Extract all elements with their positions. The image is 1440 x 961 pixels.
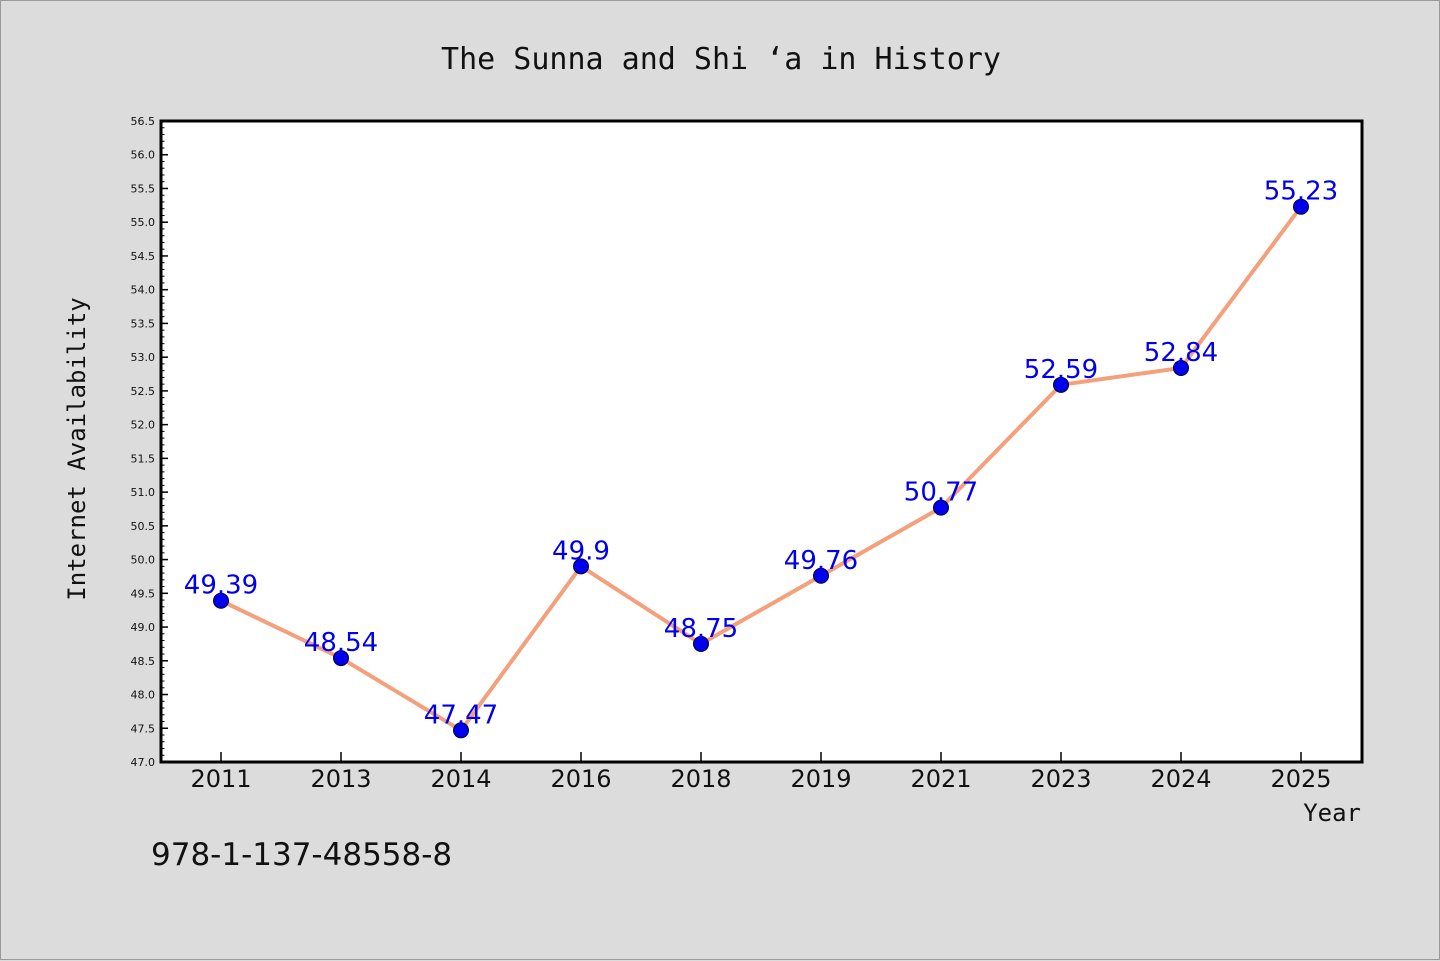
data-point (333, 650, 349, 667)
y-tick-label: 52.5 (131, 385, 156, 398)
data-point (1293, 198, 1309, 215)
data-point (573, 558, 589, 575)
series-group (213, 198, 1309, 739)
y-tick-label: 56.0 (131, 149, 156, 162)
y-tick-label: 52.0 (131, 419, 156, 432)
y-tick-label: 56.5 (131, 115, 156, 128)
y-tick-label: 51.0 (131, 486, 156, 499)
x-axis-label: Year (1303, 799, 1361, 827)
x-tick-label: 2023 (1030, 765, 1091, 793)
data-point (1053, 376, 1069, 393)
data-point (453, 722, 469, 739)
y-tick-label: 47.0 (131, 756, 156, 769)
data-label: 55.23 (1264, 177, 1338, 207)
y-tick-label: 50.5 (131, 520, 156, 533)
y-tick-label: 50.0 (131, 554, 156, 567)
data-point (1173, 359, 1189, 376)
x-tick-label: 2011 (190, 765, 251, 793)
data-label: 52.84 (1144, 338, 1218, 368)
y-tick-label: 48.5 (131, 655, 156, 668)
plot-area (159, 119, 1364, 764)
x-tick-label: 2021 (910, 765, 971, 793)
y-axis-ticks: 47.0 47.5 48.0 48.5 49.0 49.5 50.0 50.5 51.0 51.5… (131, 115, 168, 769)
data-point (693, 635, 709, 652)
x-tick-label: 2013 (310, 765, 371, 793)
data-labels-group: 49.39 48.54 47.47 49.9 48.75 49.76 50.77 52.59 5… (184, 177, 1338, 731)
y-tick-label: 47.5 (131, 722, 156, 735)
x-tick-label: 2025 (1270, 765, 1331, 793)
y-tick-label: 51.5 (131, 452, 156, 465)
data-point (933, 499, 949, 516)
x-tick-label: 2014 (430, 765, 491, 793)
y-tick-label: 55.5 (131, 182, 156, 195)
y-tick-label: 53.0 (131, 351, 156, 364)
y-tick-label: 53.5 (131, 317, 156, 330)
y-tick-label: 55.0 (131, 216, 156, 229)
data-label: 49.9 (552, 536, 610, 566)
y-tick-label: 48.0 (131, 689, 156, 702)
y-tick-label: 49.5 (131, 587, 156, 600)
data-point (213, 592, 229, 609)
y-tick-label: 49.0 (131, 621, 156, 634)
chart-title: The Sunna and Shi ‘a in History (441, 42, 1001, 77)
x-tick-label: 2016 (550, 765, 611, 793)
y-tick-label: 54.0 (131, 284, 156, 297)
data-label: 48.54 (304, 628, 378, 658)
x-tick-label: 2024 (1150, 765, 1211, 793)
isbn-annotation: 978-1-137-48558-8 (151, 837, 452, 873)
x-axis-ticks: 2011 2013 2014 2016 2018 2019 2021 2023 2024 2025 (190, 752, 1332, 793)
data-label: 52.59 (1024, 355, 1098, 385)
data-label: 49.39 (184, 571, 258, 601)
data-label: 47.47 (424, 700, 498, 730)
y-tick-label: 54.5 (131, 250, 156, 263)
x-tick-label: 2019 (790, 765, 851, 793)
data-point (813, 567, 829, 584)
series-line (220, 205, 1303, 733)
data-label: 50.77 (904, 478, 978, 508)
x-tick-label: 2018 (670, 765, 731, 793)
data-label: 48.75 (664, 614, 738, 644)
y-axis-label: Internet Availability (63, 297, 91, 600)
data-label: 49.76 (784, 546, 858, 576)
